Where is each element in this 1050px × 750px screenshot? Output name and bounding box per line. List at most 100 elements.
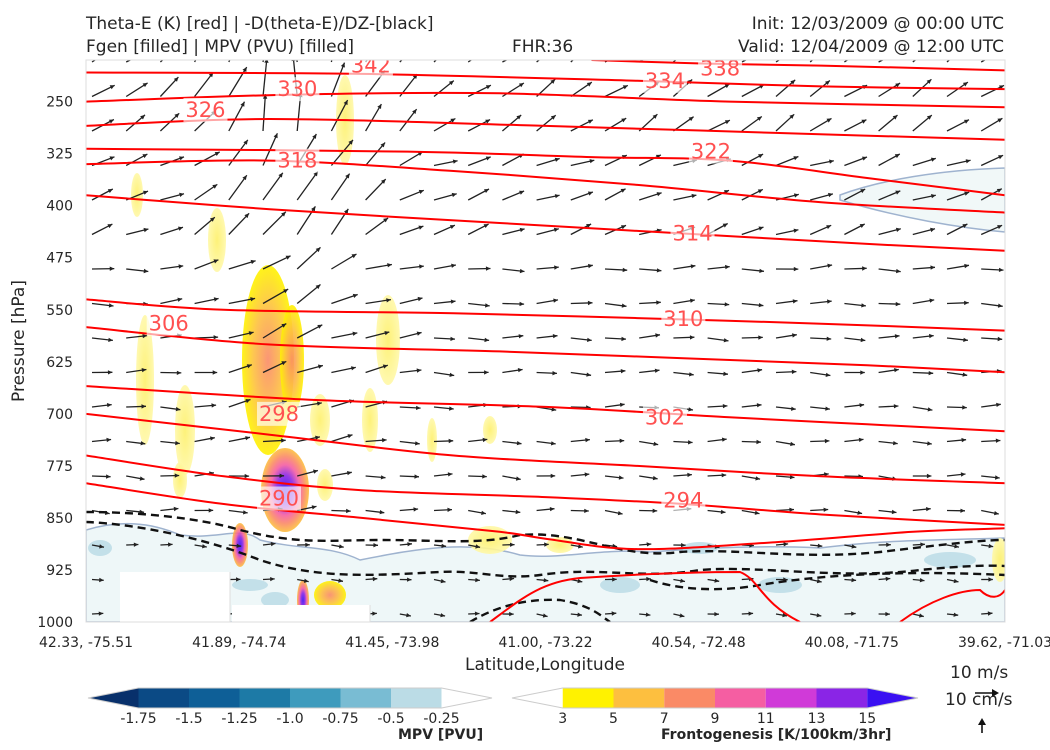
wind-vector-head <box>352 331 358 336</box>
wind-vector-head <box>213 259 219 264</box>
wind-vector <box>228 139 249 166</box>
wind-vector-head <box>886 542 891 547</box>
wind-vector-head <box>652 114 658 119</box>
wind-vector-head <box>517 368 523 373</box>
theta-e-label-322: 322 <box>691 140 731 164</box>
wind-vector-head <box>756 403 762 408</box>
theta-e-label-bg <box>661 306 706 331</box>
wind-vector-head <box>722 404 728 409</box>
wind-vector <box>262 172 284 201</box>
x-tick-label: 41.89, -74.74 <box>192 635 286 651</box>
theta-e-label-290: 290 <box>259 486 299 510</box>
wind-vector-head <box>481 510 486 515</box>
wind-vector-head <box>689 372 694 377</box>
wind-vector-head <box>965 159 971 164</box>
wind-vector-head <box>519 227 525 233</box>
wind-vector-head <box>109 85 115 90</box>
wind-vector <box>262 255 291 270</box>
wind-vector-head <box>447 472 453 477</box>
wind-vector-head <box>141 404 146 409</box>
wind-vector-head <box>177 297 183 302</box>
x-tick-label: 41.45, -73.98 <box>345 635 439 651</box>
wind-vector-head <box>550 115 556 120</box>
wind-vector-head <box>930 157 936 162</box>
theta-e-contour-306 <box>86 326 1005 374</box>
wind-vector-head <box>926 115 932 120</box>
mpv-colorbar-segment <box>138 688 189 708</box>
wind-vector-head <box>554 157 560 162</box>
wind-vector-head <box>919 613 924 618</box>
theta-e-label-bg <box>146 311 191 336</box>
theta-e-contour-330 <box>86 91 1005 109</box>
wind-vector-head <box>448 438 454 444</box>
wind-vector-head <box>173 77 179 82</box>
wind-vector-head <box>646 576 651 582</box>
wind-vector-head <box>372 611 377 616</box>
wind-vector-head <box>98 611 104 616</box>
fgen-shading-18 <box>232 523 248 567</box>
x-tick-label: 40.08, -71.75 <box>805 635 899 651</box>
wind-vector-head <box>617 511 623 516</box>
wind-vector-head <box>618 475 624 480</box>
theta-e-label-334: 334 <box>645 69 685 93</box>
wind-vector-head <box>826 118 832 123</box>
wind-vector <box>809 60 814 63</box>
wind-vector-head <box>792 333 797 338</box>
stability-contour-3 <box>649 571 1005 591</box>
wind-vector-head <box>585 437 590 443</box>
wind-vector-head <box>209 217 215 222</box>
wind-vector-head <box>756 116 762 121</box>
wind-vector-head <box>516 441 522 446</box>
wind-vector-head <box>449 406 454 411</box>
wind-vector-head <box>587 191 593 196</box>
wind-vector-head <box>270 541 276 547</box>
wind-vector-head <box>621 118 627 123</box>
mpv-shading-blob-7 <box>924 552 976 568</box>
wind-vector-head <box>509 576 515 582</box>
wind-vector <box>672 60 677 63</box>
wind-vector-head <box>653 441 659 446</box>
y-tick-label: 550 <box>46 303 73 319</box>
wind-vector-head <box>690 264 696 269</box>
wind-vector-head <box>621 303 627 308</box>
theta-e-label-bg <box>698 60 743 81</box>
mpv-colorbar-segment <box>189 688 240 708</box>
wind-vector-head <box>927 441 932 446</box>
wind-vector-head <box>175 406 181 412</box>
wind-vector-head <box>351 254 357 259</box>
wind-vector-head <box>382 438 387 443</box>
wind-vector-head <box>622 267 628 273</box>
y-tick-label: 925 <box>46 563 73 579</box>
wind-vector-head <box>791 369 797 374</box>
wind-vector-head <box>894 154 900 159</box>
fgen-shading-10 <box>483 416 497 444</box>
wind-vector-head <box>825 372 831 377</box>
wind-vector-head <box>790 79 796 85</box>
wind-vector-head <box>381 35 385 40</box>
wind-vector-head <box>483 224 489 228</box>
wind-vector <box>399 151 424 167</box>
wind-vector <box>331 253 357 270</box>
wind-vector-head <box>544 542 549 547</box>
wind-vector-head <box>178 264 184 269</box>
y-tick-label: 700 <box>46 407 73 423</box>
wind-vector-head <box>723 371 728 376</box>
wind-vector-head <box>894 368 899 373</box>
wind-vector-head <box>133 542 139 547</box>
fgen-shading-16 <box>992 538 1005 582</box>
wind-vector-head <box>108 303 114 308</box>
wind-vector-head <box>109 156 115 161</box>
wind-vector-head <box>108 337 113 342</box>
wind-vector-head <box>549 507 555 512</box>
theta-e-label-330: 330 <box>277 77 317 101</box>
init-time: Init: 12/03/2009 @ 00:00 UTC <box>751 14 1004 34</box>
wind-vector-head <box>655 154 661 159</box>
wind-vector-head <box>485 48 490 52</box>
wind-vector-head <box>416 405 421 410</box>
wind-vector-head <box>724 302 730 307</box>
fgen-colorbar-label: Frontogenesis [K/100km/3hr] <box>661 727 892 743</box>
wind-vector <box>331 293 358 305</box>
theta-e-contour-boundary-layer-2 <box>899 588 1005 622</box>
wind-vector-head <box>891 509 897 515</box>
